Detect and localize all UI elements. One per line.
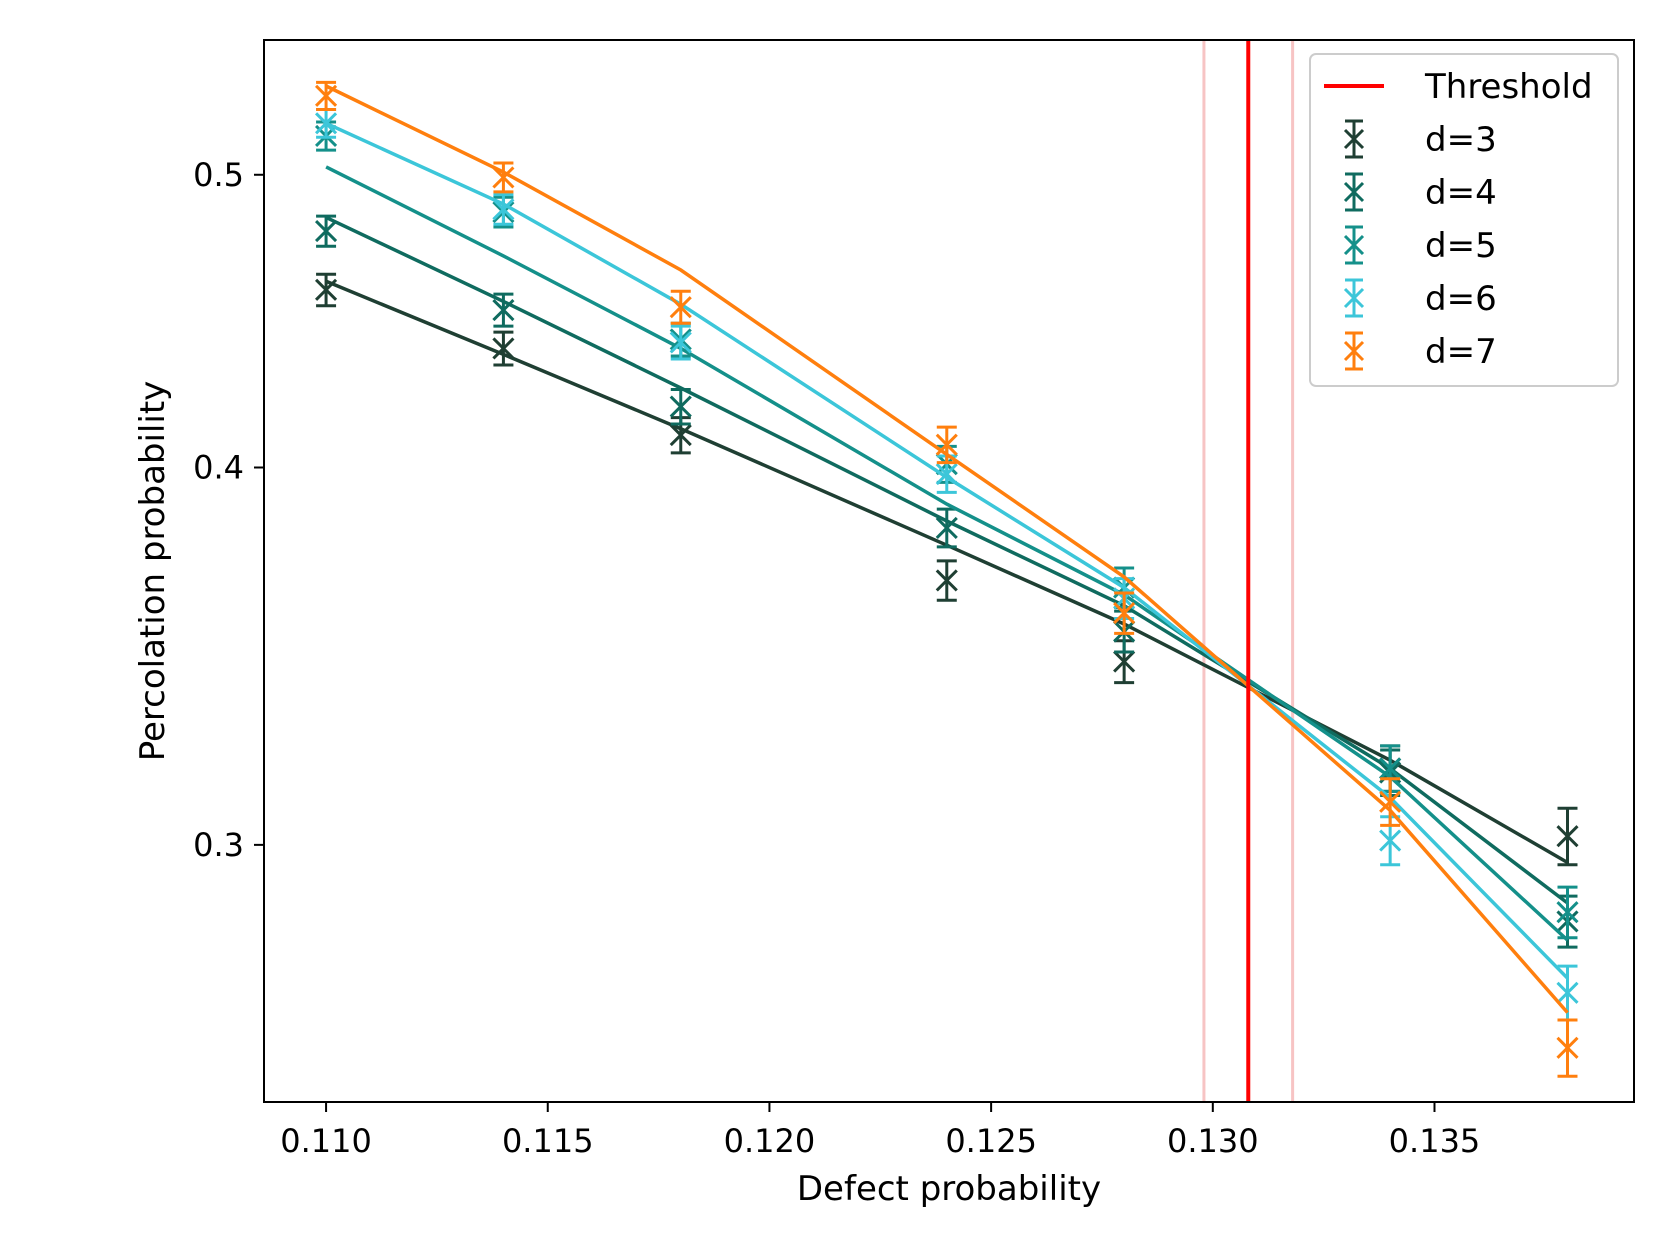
legend-swatch-d=5 xyxy=(1343,225,1365,265)
data-point xyxy=(1556,981,1579,1004)
threshold-band xyxy=(1202,40,1295,1102)
data-point xyxy=(669,296,692,319)
legend-swatch-d=4 xyxy=(1343,172,1365,212)
data-point xyxy=(492,198,515,221)
data-point xyxy=(935,516,958,539)
data-point xyxy=(669,395,692,418)
plot-frame xyxy=(263,39,1635,1103)
y-axis-label: Percolation probability xyxy=(133,381,173,762)
data-point xyxy=(1113,601,1136,625)
x-tick-label: 0.130 xyxy=(1167,1122,1259,1160)
x-tick-label: 0.110 xyxy=(280,1122,372,1160)
data-point xyxy=(669,424,692,447)
legend-label: d=7 xyxy=(1425,332,1497,372)
x-axis: 0.110 0.115 0.120 0.125 0.130 0.135 xyxy=(280,1102,1480,1160)
data-point xyxy=(492,299,515,322)
y-tick-label: 0.5 xyxy=(193,156,244,194)
x-axis-label: Defect probability xyxy=(797,1169,1101,1209)
data-point xyxy=(935,433,958,456)
x-tick-label: 0.125 xyxy=(945,1122,1037,1160)
x-tick-label: 0.115 xyxy=(502,1122,594,1160)
data-point xyxy=(1379,829,1402,852)
series-d=7 xyxy=(315,80,1579,1078)
y-axis: 0.3 0.4 0.5 xyxy=(193,156,264,864)
y-tick-label: 0.4 xyxy=(193,448,244,486)
data-point xyxy=(1379,757,1402,780)
data-point xyxy=(1113,650,1136,673)
legend-label: d=4 xyxy=(1425,173,1497,213)
legend: Threshold d=3 d=4 d=5 d=6 d=7 xyxy=(1309,53,1619,387)
data-point xyxy=(1556,901,1579,924)
data-point xyxy=(492,337,515,360)
data-point xyxy=(315,112,338,135)
legend-frame xyxy=(1309,53,1619,387)
data-point xyxy=(935,463,958,486)
data-point xyxy=(315,219,338,243)
data-point xyxy=(315,278,338,301)
y-tick-label: 0.3 xyxy=(193,826,244,864)
legend-label: d=3 xyxy=(1425,120,1497,160)
data-point xyxy=(492,166,515,189)
data-point xyxy=(669,331,692,354)
x-tick-label: 0.135 xyxy=(1389,1122,1481,1160)
legend-swatch-d=7 xyxy=(1343,331,1365,371)
legend-label: d=6 xyxy=(1425,279,1497,319)
legend-label: d=5 xyxy=(1425,226,1497,266)
series-layer xyxy=(315,40,1579,1102)
legend-label: Threshold xyxy=(1424,67,1593,107)
data-point xyxy=(1556,825,1579,848)
data-point xyxy=(1556,1036,1579,1059)
legend-swatch-d=3 xyxy=(1343,119,1365,159)
data-point xyxy=(935,569,958,592)
x-tick-label: 0.120 xyxy=(724,1122,816,1160)
data-point xyxy=(1379,790,1402,813)
data-point xyxy=(315,84,338,107)
legend-swatch-d=6 xyxy=(1343,278,1365,318)
